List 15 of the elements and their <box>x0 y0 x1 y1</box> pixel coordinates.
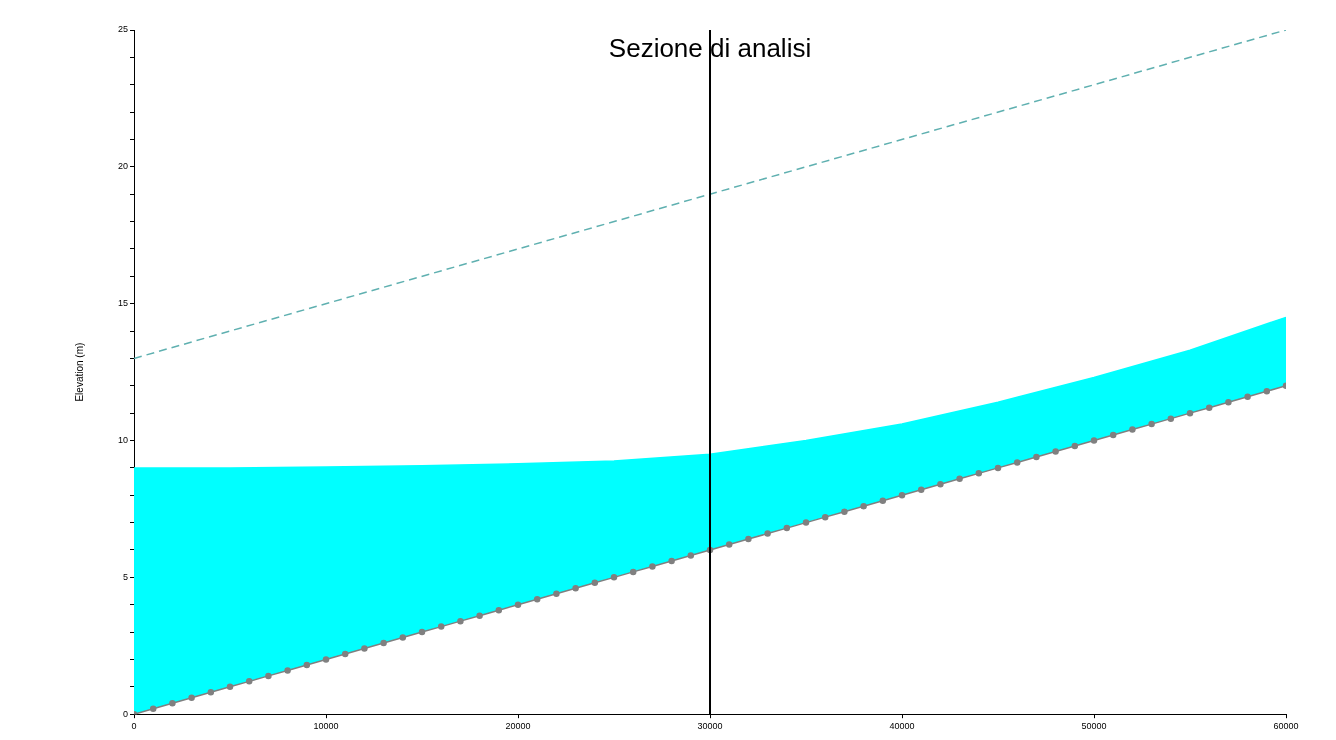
y-tick-label: 15 <box>118 298 129 309</box>
y-tick-label: 20 <box>118 161 129 172</box>
x-tick-label: 60000 <box>1273 721 1299 732</box>
y-axis-title: Elevation (m) <box>73 342 85 402</box>
x-tick-label: 20000 <box>505 721 531 732</box>
x-tick-label: 40000 <box>889 721 915 732</box>
x-tick-label: 0 <box>131 721 137 732</box>
y-tick-label: 5 <box>123 571 129 582</box>
y-tick-label: 10 <box>118 435 129 445</box>
y-tick-label: 25 <box>118 24 129 35</box>
x-tick-label: 50000 <box>1081 721 1107 732</box>
y-tick-label: 0 <box>123 708 129 719</box>
x-tick-label: 10000 <box>313 721 339 732</box>
x-tick-label: 30000 <box>697 721 723 732</box>
chart-title: Sezione di analisi <box>608 33 812 64</box>
